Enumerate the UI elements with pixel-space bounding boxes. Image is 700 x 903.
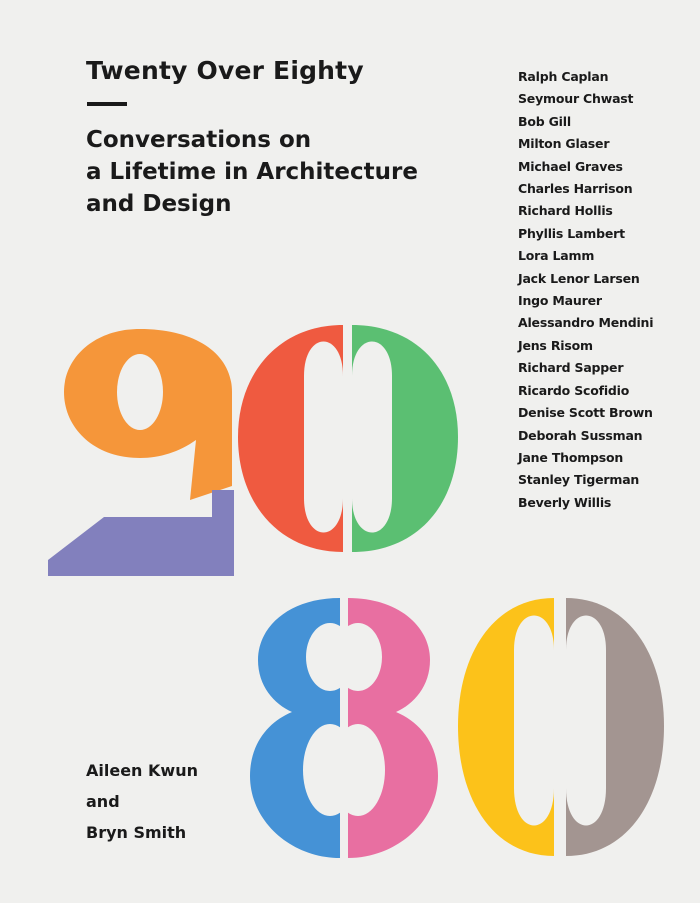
zero-bottom-right-half [566, 598, 664, 856]
contributor-name: Charles Harrison [518, 181, 633, 197]
author-conjunction: and [86, 792, 120, 811]
contributor-name: Ralph Caplan [518, 69, 609, 84]
zero-left-half [238, 325, 343, 552]
subtitle-line: Conversations on [86, 127, 312, 153]
contributor-name: Seymour Chwast [518, 91, 634, 107]
title-rule [87, 102, 127, 106]
contributor-name: Milton Glaser [518, 136, 610, 152]
contributor-name: Jane Thompson [518, 449, 624, 465]
subtitle-line: and Design [86, 191, 232, 217]
book-subtitle: Conversations on a Lifetime in Architect… [86, 124, 426, 220]
nine-head-shape [64, 329, 232, 500]
contributor-name: Richard Hollis [518, 203, 613, 219]
contributor-name: Ricardo Scofidio [518, 382, 630, 398]
eight-left-half [250, 598, 340, 858]
contributor-name: Jack Lenor Larsen [518, 270, 640, 286]
zero-right-half [352, 325, 458, 552]
nine-tail-shape [48, 490, 234, 576]
contributor-name: Ingo Maurer [518, 293, 602, 309]
contributor-name: Deborah Sussman [518, 427, 643, 443]
digit-zero-bottom [458, 598, 664, 856]
digit-eight [250, 598, 438, 858]
author-name: Bryn Smith [86, 823, 187, 842]
author-block: Aileen Kwun and Bryn Smith [86, 755, 198, 848]
contributor-name: Alessandro Mendini [518, 315, 654, 331]
contributor-name: Bob Gill [518, 113, 571, 129]
eight-right-half [348, 598, 438, 858]
contributor-name: Stanley Tigerman [518, 472, 640, 488]
contributor-name: Lora Lamm [518, 248, 595, 264]
contributor-name: Richard Sapper [518, 360, 624, 376]
contributor-name: Michael Graves [518, 158, 623, 174]
digit-zero-top [238, 325, 458, 552]
author-name: Aileen Kwun [86, 761, 198, 780]
digit-nine [48, 329, 234, 576]
contributor-name: Denise Scott Brown [518, 405, 653, 421]
book-title: Twenty Over Eighty [86, 56, 364, 85]
contributor-list: Ralph Caplan Seymour Chwast Bob Gill Mil… [518, 66, 654, 514]
zero-bottom-left-half [458, 598, 554, 856]
subtitle-line: a Lifetime in Architecture [86, 159, 418, 185]
contributor-name: Jens Risom [518, 337, 593, 353]
contributor-name: Beverly Willis [518, 494, 612, 510]
contributor-name: Phyllis Lambert [518, 225, 625, 241]
